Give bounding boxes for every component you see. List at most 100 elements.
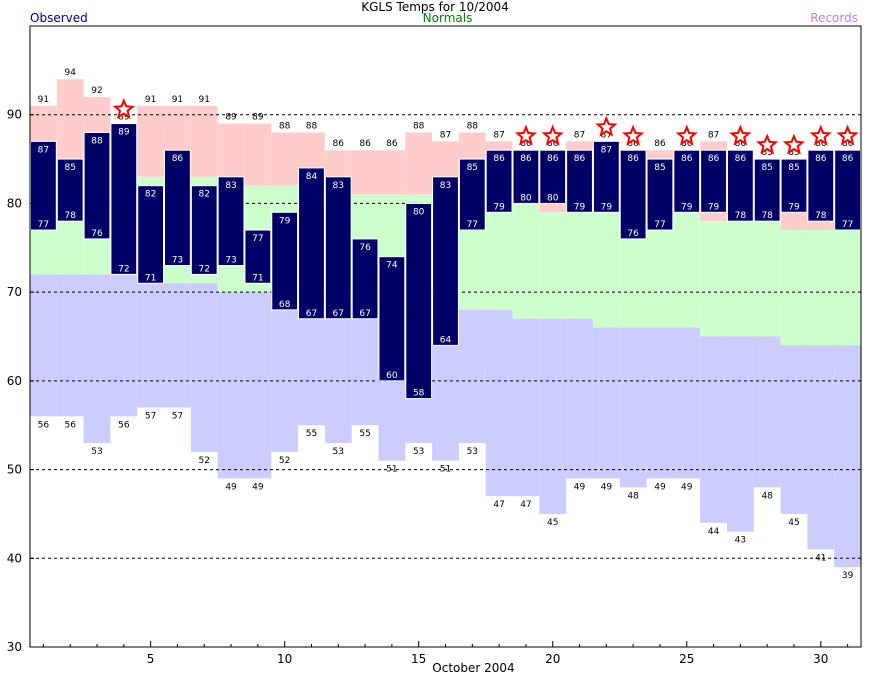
record-star-icon bbox=[541, 124, 564, 146]
record-high-label: 86 bbox=[627, 139, 639, 149]
record-high-label: 86 bbox=[386, 139, 398, 149]
x-tick-label: 5 bbox=[147, 652, 155, 666]
observed-high-label: 77 bbox=[252, 234, 263, 244]
observed-bar bbox=[646, 158, 674, 231]
normal-band bbox=[807, 230, 835, 346]
normal-band bbox=[646, 212, 674, 328]
observed-bar bbox=[298, 167, 325, 320]
record-low-band bbox=[646, 327, 674, 479]
observed-low-label: 77 bbox=[654, 220, 665, 230]
observed-low-label: 73 bbox=[225, 256, 236, 266]
record-low-band bbox=[512, 318, 540, 497]
record-low-label: 52 bbox=[279, 456, 290, 466]
record-high-label: 87 bbox=[440, 130, 451, 140]
record-low-band bbox=[56, 274, 84, 417]
observed-low-label: 71 bbox=[145, 273, 156, 283]
observed-high-label: 85 bbox=[467, 163, 478, 173]
observed-low-label: 73 bbox=[172, 256, 183, 266]
record-low-label: 55 bbox=[306, 429, 317, 439]
record-low-band bbox=[673, 327, 701, 479]
observed-low-label: 78 bbox=[761, 211, 773, 221]
record-low-band bbox=[834, 345, 861, 568]
observed-high-label: 87 bbox=[38, 145, 49, 155]
observed-high-label: 86 bbox=[735, 154, 747, 164]
observed-high-label: 86 bbox=[681, 154, 693, 164]
record-low-label: 45 bbox=[788, 518, 799, 528]
chart-title: KGLS Temps for 10/2004 bbox=[361, 0, 509, 14]
observed-high-label: 83 bbox=[225, 181, 236, 191]
record-high-label: 86 bbox=[654, 139, 666, 149]
x-tick-label: 25 bbox=[679, 652, 694, 666]
record-low-band bbox=[110, 274, 138, 417]
normal-band bbox=[485, 203, 513, 310]
observed-bar bbox=[378, 256, 406, 382]
record-low-label: 55 bbox=[359, 429, 370, 439]
record-low-band bbox=[324, 301, 352, 443]
observed-bar bbox=[110, 123, 138, 275]
observed-low-label: 72 bbox=[199, 264, 210, 274]
observed-low-label: 77 bbox=[467, 220, 478, 230]
record-low-band bbox=[539, 318, 567, 514]
observed-bar bbox=[137, 185, 165, 284]
record-low-label: 45 bbox=[547, 518, 558, 528]
x-tick-label: 20 bbox=[545, 652, 560, 666]
observed-bar bbox=[271, 211, 299, 311]
record-low-band bbox=[164, 283, 191, 408]
legend-observed: Observed bbox=[30, 11, 88, 25]
record-high-band bbox=[137, 105, 165, 177]
record-high-label: 87 bbox=[493, 130, 504, 140]
record-high-label: 89 bbox=[252, 113, 264, 123]
normal-band bbox=[753, 221, 781, 337]
observed-bar bbox=[780, 158, 808, 213]
record-high-band bbox=[217, 123, 245, 186]
observed-high-label: 79 bbox=[279, 216, 291, 226]
observed-bars bbox=[30, 123, 861, 400]
record-high-label: 87 bbox=[574, 130, 585, 140]
observed-high-label: 74 bbox=[386, 261, 398, 271]
record-low-label: 56 bbox=[38, 420, 50, 430]
record-low-band bbox=[271, 292, 299, 452]
observed-high-label: 83 bbox=[440, 181, 451, 191]
observed-low-label: 58 bbox=[413, 389, 425, 399]
observed-high-label: 87 bbox=[601, 145, 612, 155]
record-low-label: 56 bbox=[118, 420, 130, 430]
x-tick-label: 30 bbox=[813, 652, 828, 666]
record-low-band bbox=[592, 327, 620, 479]
record-low-band bbox=[244, 292, 272, 479]
y-tick-label: 40 bbox=[7, 551, 22, 565]
observed-high-label: 85 bbox=[788, 163, 799, 173]
observed-low-label: 80 bbox=[520, 193, 532, 203]
observed-bar bbox=[217, 176, 245, 267]
record-low-label: 49 bbox=[225, 482, 237, 492]
record-low-band bbox=[807, 345, 835, 550]
observed-bar bbox=[753, 158, 781, 222]
observed-low-label: 76 bbox=[627, 229, 639, 239]
record-low-band bbox=[485, 309, 513, 497]
observed-bar bbox=[673, 149, 701, 213]
observed-high-label: 86 bbox=[627, 154, 639, 164]
normal-band bbox=[673, 212, 701, 328]
normal-band bbox=[566, 212, 593, 319]
record-low-band bbox=[217, 292, 245, 479]
observed-bar bbox=[539, 149, 567, 204]
record-low-band bbox=[619, 327, 647, 488]
record-star-icon bbox=[756, 133, 779, 155]
observed-high-label: 85 bbox=[654, 163, 665, 173]
observed-low-label: 78 bbox=[815, 211, 827, 221]
record-low-label: 47 bbox=[493, 500, 504, 510]
record-high-label: 88 bbox=[306, 121, 318, 131]
observed-high-label: 88 bbox=[91, 136, 103, 146]
record-high-label: 89 bbox=[118, 113, 130, 123]
record-low-band bbox=[566, 318, 593, 479]
observed-bar bbox=[566, 149, 593, 213]
observed-bar bbox=[56, 158, 84, 222]
record-high-label: 91 bbox=[145, 95, 156, 105]
record-high-label: 87 bbox=[708, 130, 719, 140]
observed-low-label: 64 bbox=[440, 335, 452, 345]
record-high-band bbox=[351, 150, 379, 195]
observed-high-label: 86 bbox=[842, 154, 854, 164]
record-high-label: 86 bbox=[359, 139, 371, 149]
observed-low-label: 78 bbox=[735, 211, 747, 221]
record-high-label: 89 bbox=[225, 113, 237, 123]
